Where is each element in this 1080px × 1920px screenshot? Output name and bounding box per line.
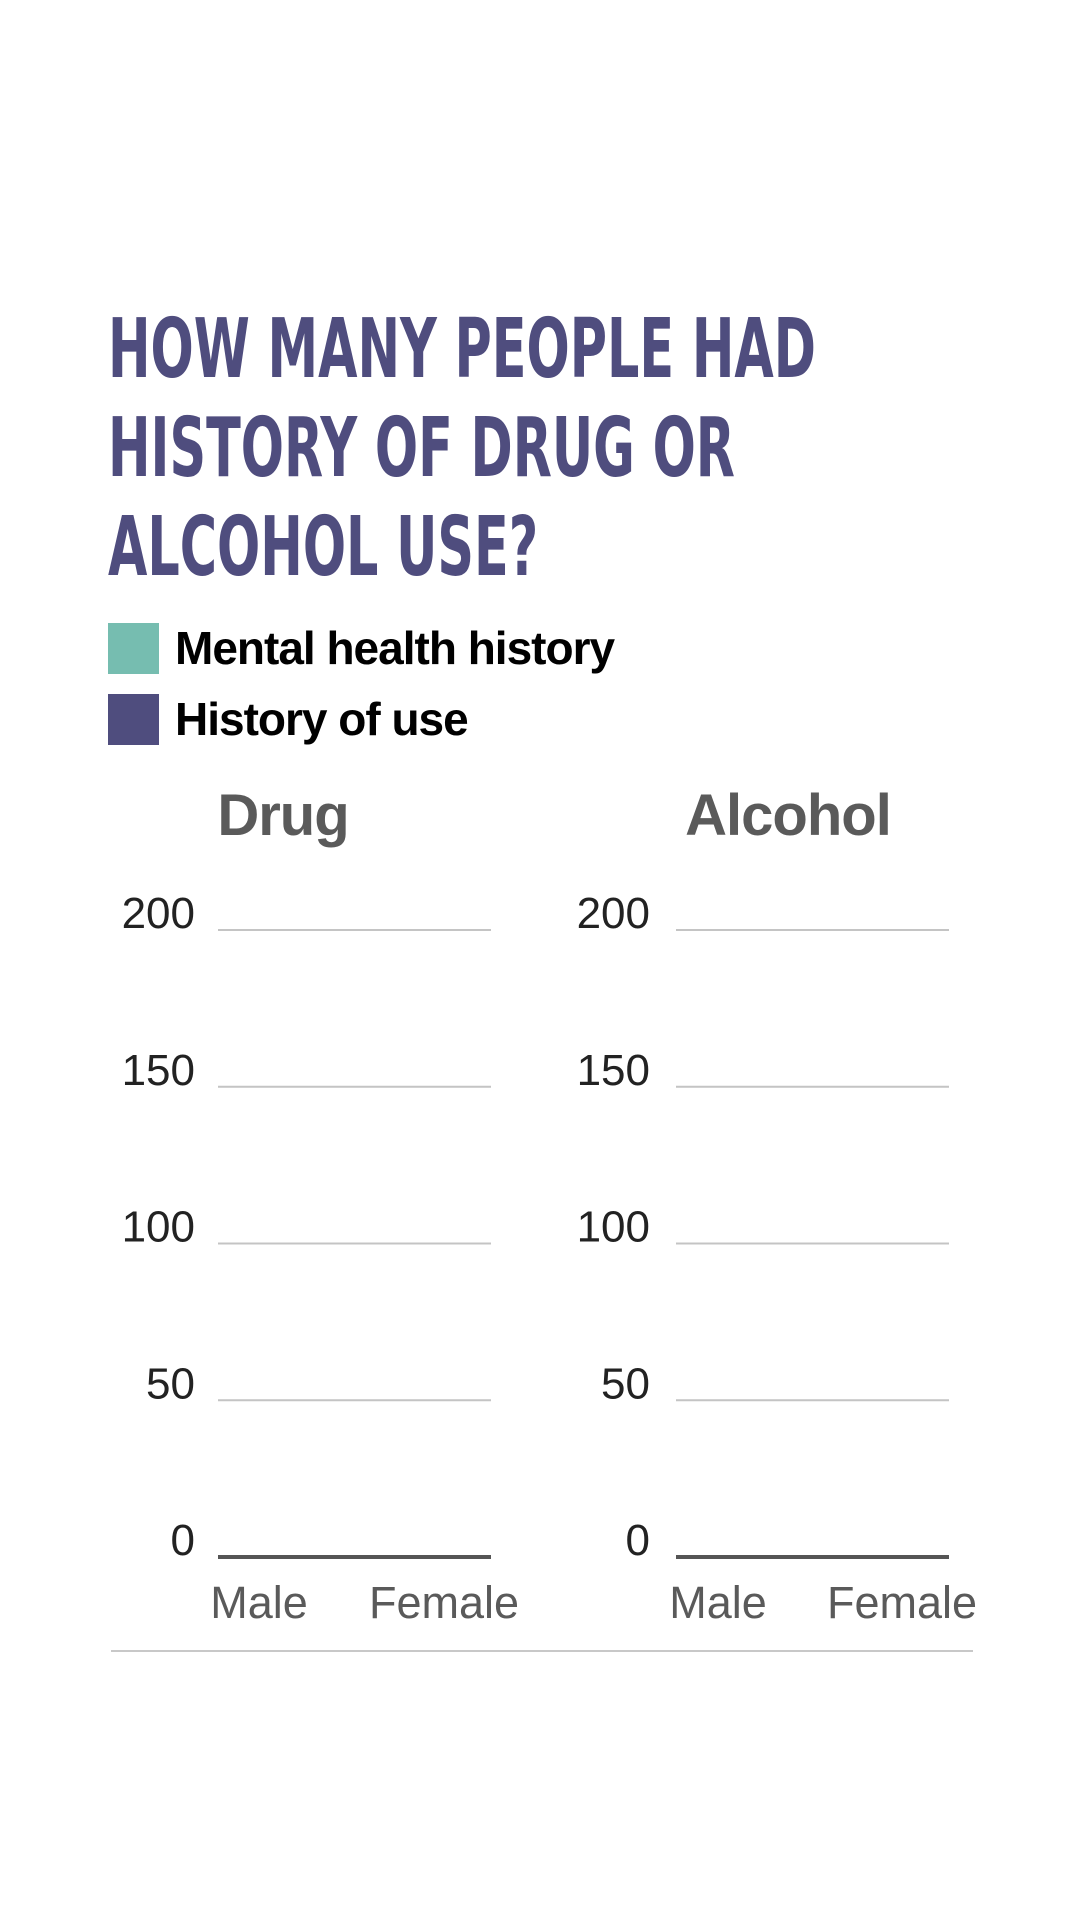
legend-swatch-mental-health [108, 622, 159, 674]
y-tick-label-alcohol-0: 0 [626, 1516, 650, 1565]
panel-title-drug: Drug [217, 783, 348, 848]
y-tick-label-drug-0: 0 [171, 1516, 195, 1565]
y-tick-label-drug-100: 100 [122, 1203, 195, 1252]
x-category-label-alcohol-female: Female [827, 1577, 977, 1628]
y-tick-label-alcohol-100: 100 [577, 1203, 650, 1252]
y-tick-label-alcohol-150: 150 [577, 1046, 650, 1095]
legend-item-mental-health: Mental health history [108, 621, 615, 675]
y-tick-label-drug-200: 200 [122, 889, 195, 938]
legend-label-history-of-use: History of use [175, 693, 469, 745]
title-line-3: alcohol use? [108, 500, 539, 595]
panel-title-alcohol: Alcohol [685, 783, 891, 848]
legend-swatch-history-of-use [108, 693, 159, 745]
legend-label-mental-health: Mental health history [175, 622, 615, 674]
y-tick-label-drug-150: 150 [122, 1046, 195, 1095]
bottom-divider [111, 1650, 973, 1652]
x-category-label-drug-female: Female [369, 1577, 519, 1628]
title-line-2: history of drug or [108, 401, 735, 496]
x-category-label-alcohol-male: Male [669, 1577, 767, 1628]
y-tick-label-drug-50: 50 [146, 1359, 195, 1408]
y-tick-label-alcohol-200: 200 [577, 889, 650, 938]
y-tick-label-alcohol-50: 50 [601, 1359, 650, 1408]
legend-item-history-of-use: History of use [108, 692, 469, 746]
x-category-label-drug-male: Male [210, 1577, 308, 1628]
